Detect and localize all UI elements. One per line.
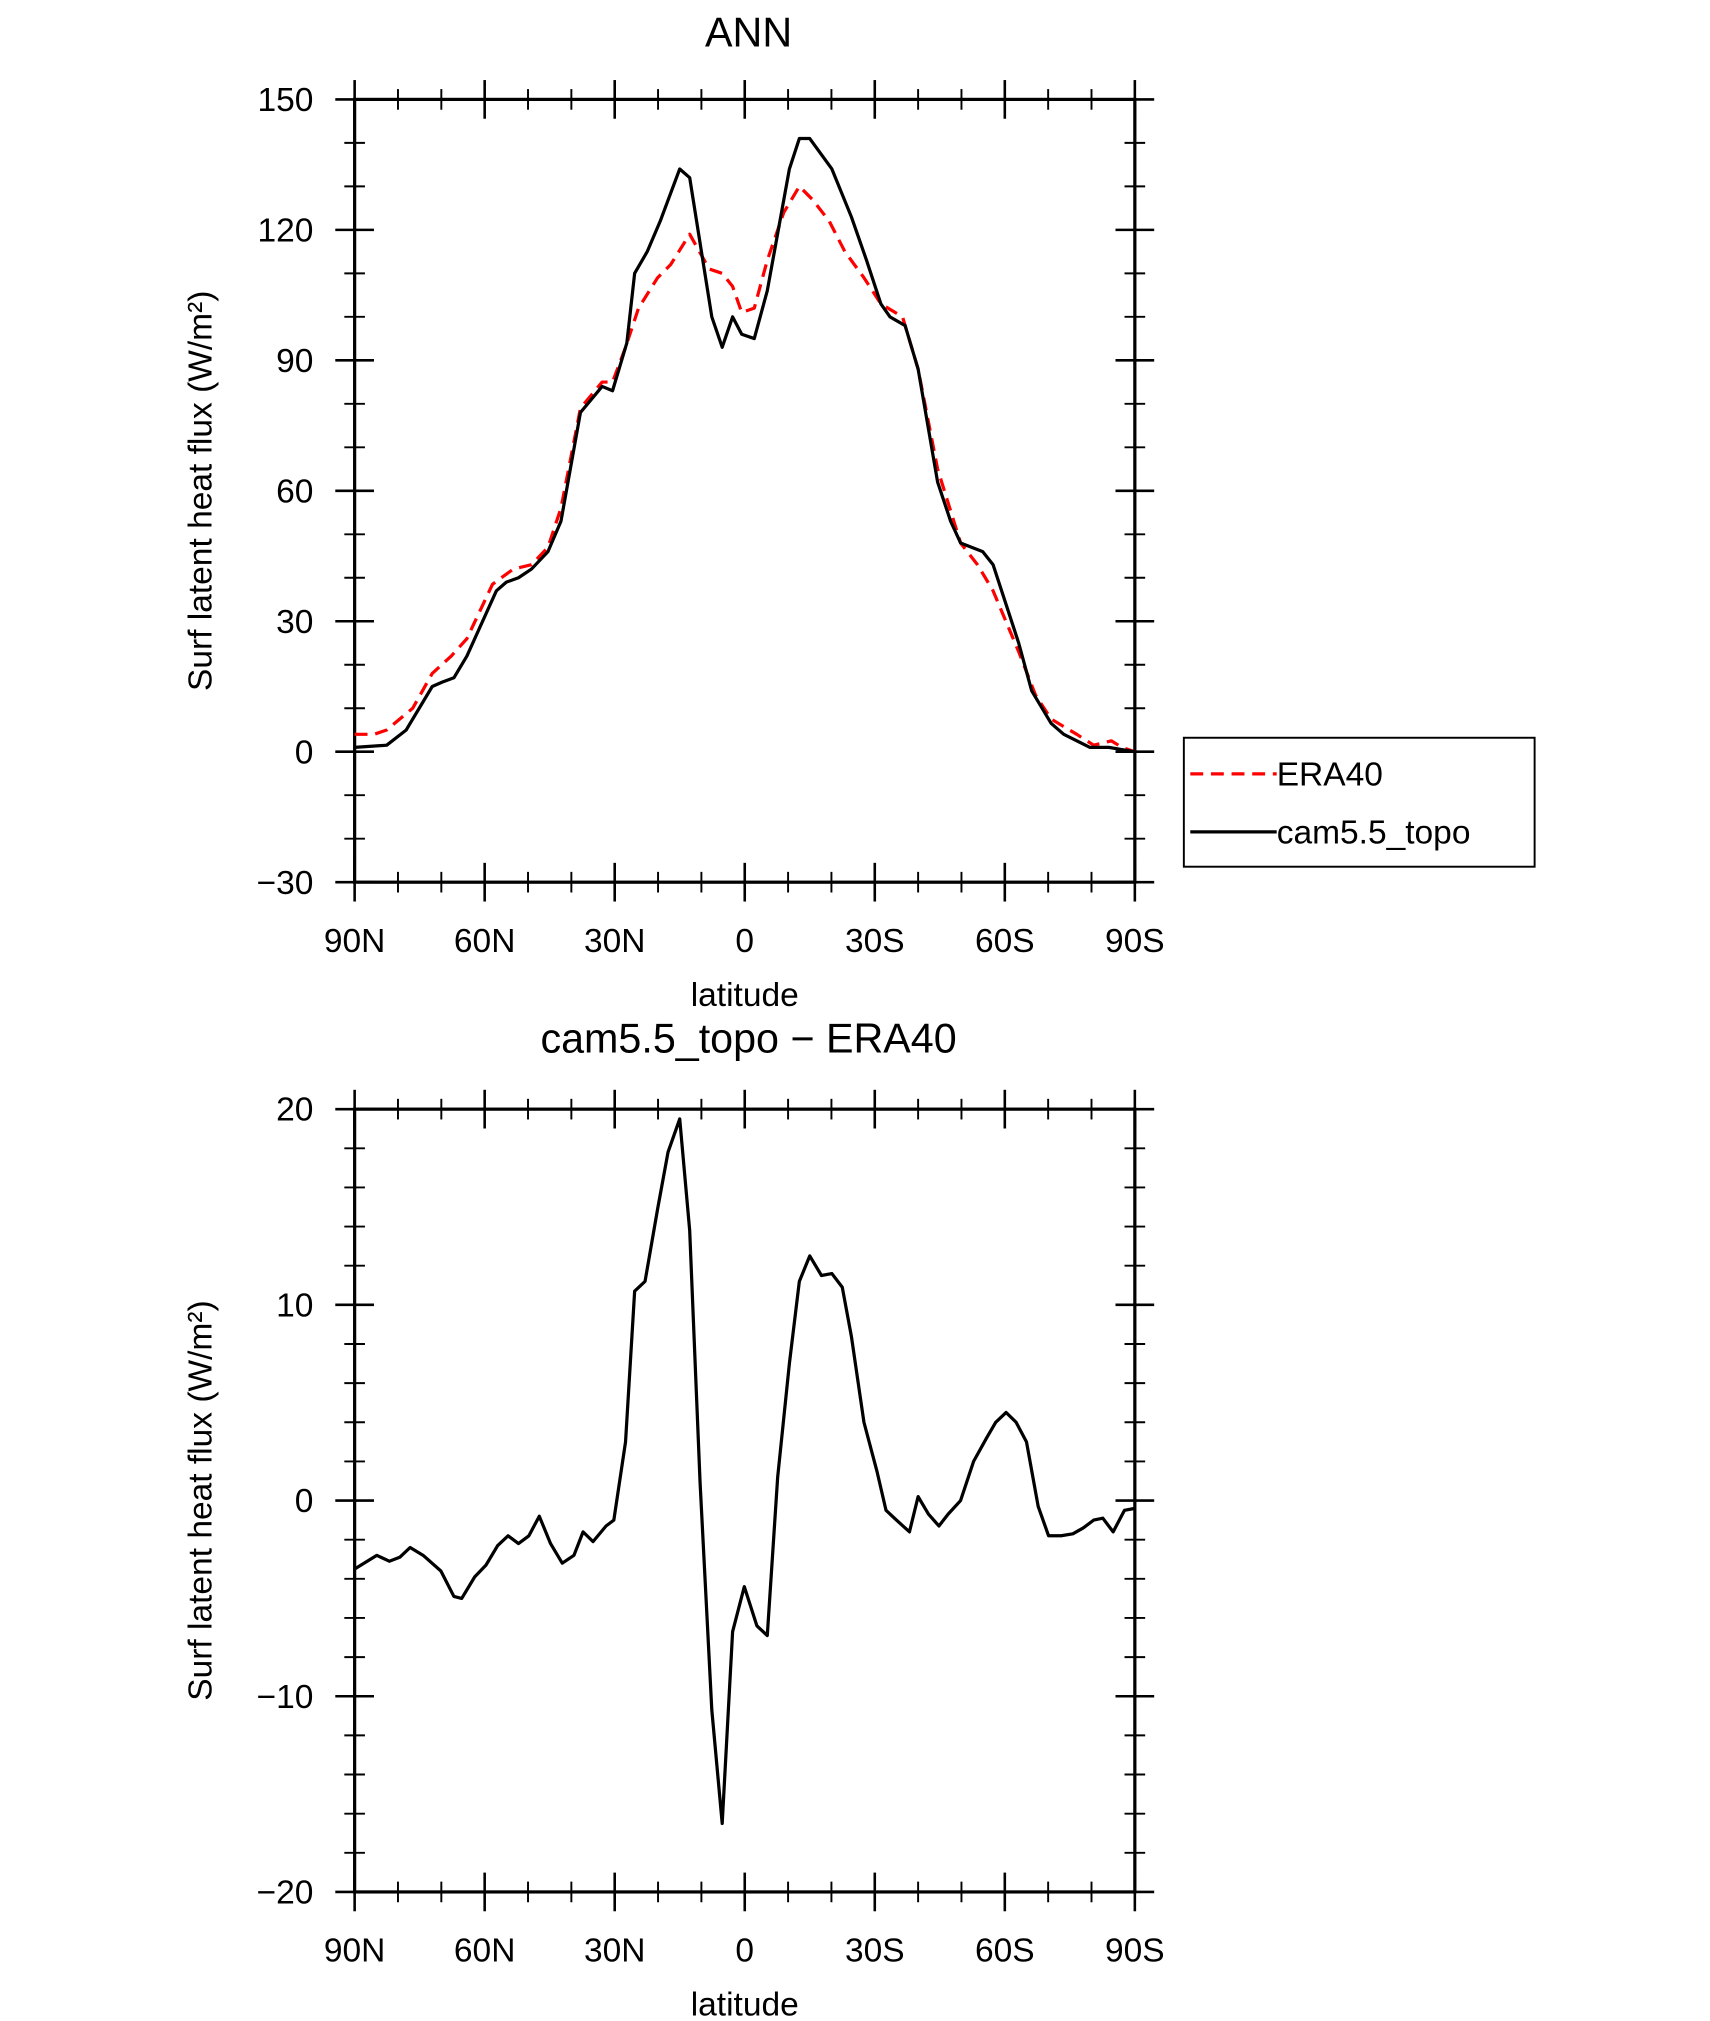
- x-tick-label: 90S: [1105, 923, 1165, 960]
- x-tick-label: 30S: [845, 1933, 905, 1970]
- legend-box: [1182, 736, 1536, 868]
- y-tick-label: 150: [257, 82, 313, 119]
- x-tick-label: 60S: [975, 1933, 1035, 1970]
- plot-frame: [353, 1107, 1137, 1894]
- x-tick-label: 0: [735, 923, 754, 960]
- x-axis-label: latitude: [691, 1987, 799, 2021]
- y-tick-label: 0: [295, 1483, 314, 1520]
- y-tick-label: 90: [276, 343, 313, 380]
- y-tick-label: 10: [276, 1287, 313, 1324]
- x-tick-label: 30S: [845, 923, 905, 960]
- plot-frame: [353, 97, 1137, 884]
- series-line: [354, 136, 1136, 754]
- series-line: [353, 1117, 1136, 1826]
- legend-label: cam5.5_topo: [1277, 814, 1471, 851]
- x-tick-label: 90N: [324, 1933, 385, 1970]
- chart-title: ANN: [705, 10, 792, 56]
- y-axis-label: Surf latent heat flux (W/m²): [182, 1300, 219, 1700]
- series-line: [354, 184, 1136, 754]
- x-tick-label: 60S: [975, 923, 1035, 960]
- x-axis-label: latitude: [691, 977, 799, 1014]
- x-tick-label: 30N: [584, 923, 645, 960]
- x-tick-label: 90S: [1105, 1933, 1165, 1970]
- legend-label: ERA40: [1277, 756, 1383, 793]
- x-tick-label: 60N: [454, 923, 515, 960]
- y-axis-label: Surf latent heat flux (W/m²): [182, 291, 219, 691]
- y-tick-label: 30: [276, 604, 313, 641]
- y-tick-label: 120: [257, 212, 313, 249]
- y-tick-label: −10: [257, 1679, 314, 1716]
- y-tick-label: 60: [276, 473, 313, 510]
- x-tick-label: 60N: [454, 1933, 515, 1970]
- chart-title: cam5.5_topo − ERA40: [540, 1015, 956, 1061]
- y-tick-label: −20: [257, 1875, 314, 1912]
- y-tick-label: −30: [257, 865, 314, 902]
- y-tick-label: 0: [295, 734, 314, 771]
- y-tick-label: 20: [276, 1092, 313, 1129]
- x-tick-label: 90N: [324, 923, 385, 960]
- x-tick-label: 30N: [584, 1933, 645, 1970]
- x-tick-label: 0: [735, 1933, 754, 1970]
